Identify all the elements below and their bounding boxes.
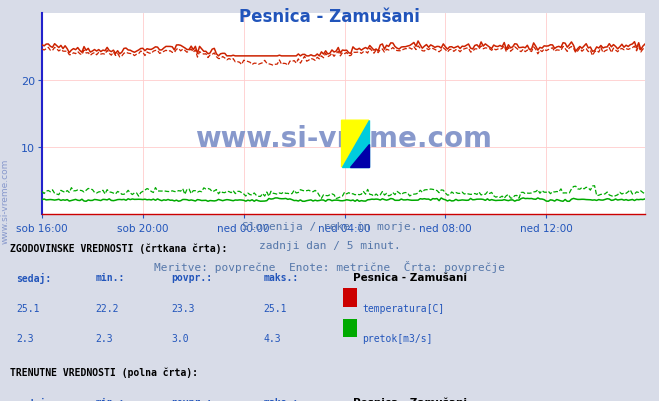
Text: maks.:: maks.:: [264, 397, 299, 401]
Text: www.si-vreme.com: www.si-vreme.com: [1, 158, 10, 243]
Text: pretok[m3/s]: pretok[m3/s]: [362, 333, 433, 343]
Text: ZGODOVINSKE VREDNOSTI (črtkana črta):: ZGODOVINSKE VREDNOSTI (črtkana črta):: [10, 243, 227, 253]
Text: min.:: min.:: [96, 273, 125, 283]
Text: zadnji dan / 5 minut.: zadnji dan / 5 minut.: [258, 241, 401, 251]
Text: sedaj:: sedaj:: [16, 397, 51, 401]
Text: maks.:: maks.:: [264, 273, 299, 283]
Text: sedaj:: sedaj:: [16, 273, 51, 284]
Text: povpr.:: povpr.:: [171, 273, 212, 283]
Text: 3.0: 3.0: [171, 333, 189, 343]
Text: Slovenija / reke in morje.: Slovenija / reke in morje.: [242, 221, 417, 231]
Text: 23.3: 23.3: [171, 303, 195, 313]
Text: Pesnica - Zamušani: Pesnica - Zamušani: [353, 273, 467, 283]
Text: povpr.:: povpr.:: [171, 397, 212, 401]
Text: 2.3: 2.3: [16, 333, 34, 343]
Polygon shape: [341, 121, 369, 168]
Text: 25.1: 25.1: [264, 303, 287, 313]
Text: 22.2: 22.2: [96, 303, 119, 313]
Text: 2.3: 2.3: [96, 333, 113, 343]
Text: min.:: min.:: [96, 397, 125, 401]
Polygon shape: [350, 144, 369, 168]
Text: 25.1: 25.1: [16, 303, 40, 313]
Text: temperatura[C]: temperatura[C]: [362, 303, 445, 313]
Text: Pesnica - Zamušani: Pesnica - Zamušani: [353, 397, 467, 401]
Text: www.si-vreme.com: www.si-vreme.com: [195, 124, 492, 152]
Text: Meritve: povprečne  Enote: metrične  Črta: povprečje: Meritve: povprečne Enote: metrične Črta:…: [154, 260, 505, 272]
Polygon shape: [341, 121, 369, 168]
Text: TRENUTNE VREDNOSTI (polna črta):: TRENUTNE VREDNOSTI (polna črta):: [10, 367, 198, 377]
Text: 4.3: 4.3: [264, 333, 281, 343]
Text: Pesnica - Zamušani: Pesnica - Zamušani: [239, 8, 420, 26]
